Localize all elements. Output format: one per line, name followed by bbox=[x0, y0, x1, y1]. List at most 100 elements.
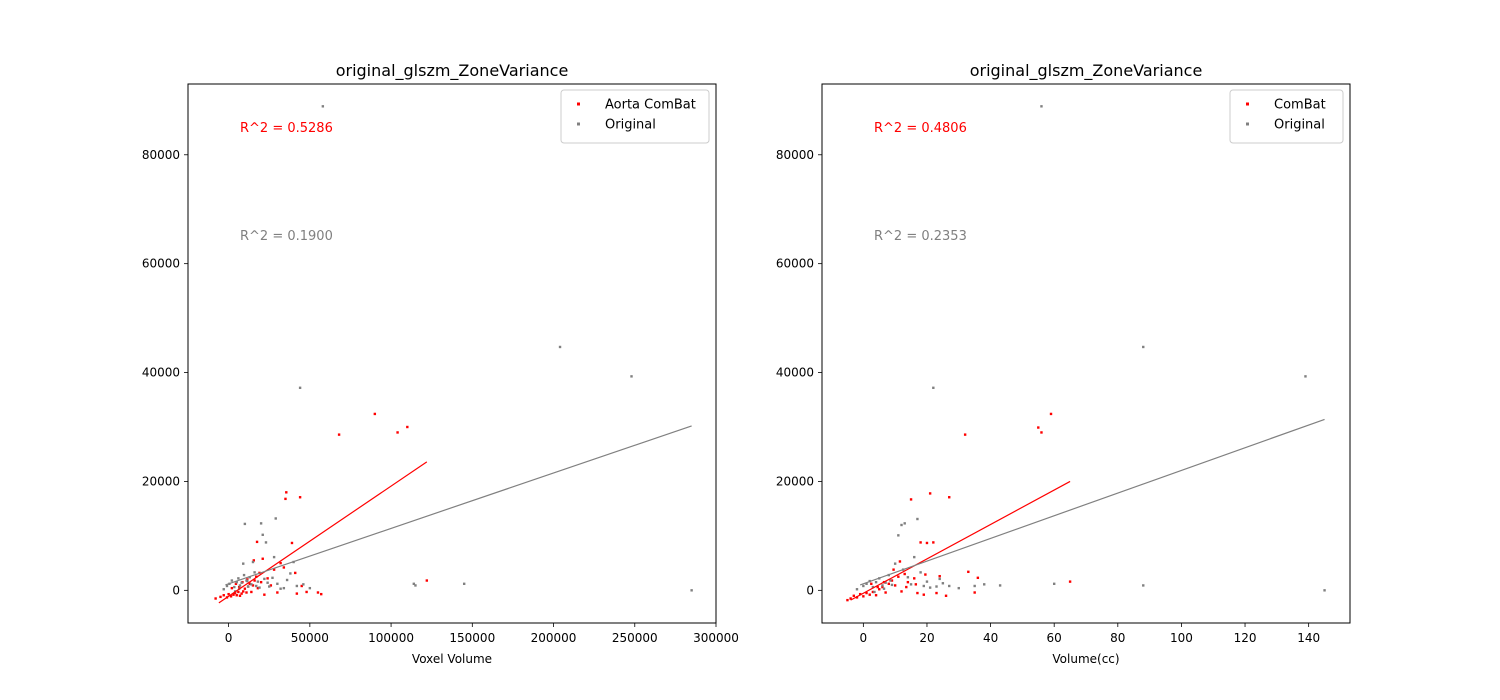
data-point bbox=[263, 593, 266, 596]
data-point bbox=[944, 594, 948, 597]
fit-line-1 bbox=[859, 418, 1325, 586]
data-point bbox=[279, 561, 282, 565]
data-point bbox=[295, 592, 299, 595]
data-point bbox=[373, 412, 377, 416]
data-point bbox=[914, 583, 918, 586]
data-point bbox=[274, 517, 277, 520]
data-point bbox=[1040, 105, 1043, 108]
data-point bbox=[242, 562, 245, 565]
data-point bbox=[246, 585, 250, 588]
data-point bbox=[295, 584, 299, 588]
data-point bbox=[227, 592, 230, 596]
data-point bbox=[261, 557, 264, 560]
data-point bbox=[865, 591, 868, 595]
data-point bbox=[973, 584, 976, 588]
data-point bbox=[242, 573, 246, 577]
data-point bbox=[897, 575, 900, 578]
data-point bbox=[855, 596, 859, 599]
data-point bbox=[242, 590, 245, 593]
data-point bbox=[414, 584, 417, 587]
legend-label: ComBat bbox=[1274, 98, 1326, 113]
data-point bbox=[925, 541, 929, 545]
data-point bbox=[948, 496, 951, 499]
legend: Aorta ComBat Original bbox=[560, 89, 710, 144]
data-point bbox=[298, 386, 302, 389]
fit-line-1 bbox=[225, 425, 692, 586]
legend-label: Original bbox=[1274, 118, 1325, 133]
data-point bbox=[285, 578, 289, 582]
data-point bbox=[248, 582, 251, 585]
x-tick-label: 100000 bbox=[368, 631, 414, 645]
data-point bbox=[240, 592, 243, 595]
data-point bbox=[887, 582, 890, 585]
data-point bbox=[906, 580, 910, 584]
data-point bbox=[932, 386, 935, 389]
data-point bbox=[1068, 580, 1072, 583]
data-point bbox=[266, 577, 269, 580]
x-tick-label: 300000 bbox=[693, 631, 739, 645]
data-point bbox=[1323, 589, 1326, 592]
fit-line-0 bbox=[850, 480, 1071, 601]
data-point bbox=[425, 579, 429, 582]
data-point bbox=[232, 593, 235, 596]
data-point bbox=[909, 583, 913, 586]
data-point bbox=[882, 587, 886, 590]
data-point bbox=[272, 555, 276, 559]
x-tick-label: 20 bbox=[919, 631, 934, 645]
data-point bbox=[252, 559, 255, 562]
data-point bbox=[305, 590, 308, 594]
x-tick-label: 150000 bbox=[449, 631, 495, 645]
legend-marker bbox=[1246, 102, 1249, 106]
data-point bbox=[868, 593, 871, 596]
data-point bbox=[255, 540, 259, 544]
data-point bbox=[855, 588, 859, 591]
data-point bbox=[906, 576, 910, 579]
data-point bbox=[919, 541, 922, 544]
data-point bbox=[1142, 584, 1145, 587]
data-point bbox=[897, 534, 900, 537]
x-axis-label: Volume(cc) bbox=[1052, 652, 1119, 666]
data-point bbox=[302, 583, 305, 586]
legend-marker bbox=[577, 122, 580, 126]
data-point bbox=[259, 522, 263, 525]
data-point bbox=[230, 586, 234, 590]
x-tick-label: 250000 bbox=[612, 631, 658, 645]
data-point bbox=[865, 582, 868, 585]
data-point bbox=[900, 523, 903, 527]
data-point bbox=[284, 497, 287, 501]
data-point bbox=[922, 584, 925, 588]
data-point bbox=[1052, 582, 1056, 585]
data-point bbox=[214, 597, 217, 600]
legend-marker bbox=[1246, 122, 1249, 126]
series-1-points bbox=[222, 105, 693, 593]
data-point bbox=[294, 571, 297, 575]
data-point bbox=[237, 585, 241, 589]
y-tick-label: 80000 bbox=[142, 148, 180, 162]
data-point bbox=[903, 522, 906, 525]
data-point bbox=[238, 594, 242, 597]
x-tick-label: 200000 bbox=[531, 631, 577, 645]
data-point bbox=[282, 566, 286, 569]
data-point bbox=[263, 577, 266, 581]
data-point bbox=[266, 581, 269, 584]
data-point bbox=[873, 590, 876, 594]
plot-frame bbox=[821, 83, 1351, 624]
chart-title: original_glszm_ZoneVariance bbox=[336, 61, 569, 81]
x-tick-label: 0 bbox=[860, 631, 868, 645]
data-point bbox=[932, 541, 935, 544]
data-point bbox=[243, 522, 247, 526]
data-point bbox=[251, 584, 255, 587]
data-point bbox=[255, 575, 258, 578]
data-point bbox=[264, 541, 268, 544]
data-point bbox=[893, 584, 897, 587]
data-point bbox=[337, 433, 341, 436]
data-point bbox=[406, 425, 409, 429]
data-point bbox=[948, 584, 951, 588]
data-point bbox=[316, 591, 320, 594]
data-point bbox=[893, 562, 897, 565]
series-0-points bbox=[846, 412, 1072, 602]
legend-box bbox=[1229, 89, 1344, 144]
data-point bbox=[256, 580, 260, 583]
data-point bbox=[935, 591, 938, 595]
data-point bbox=[233, 591, 237, 595]
